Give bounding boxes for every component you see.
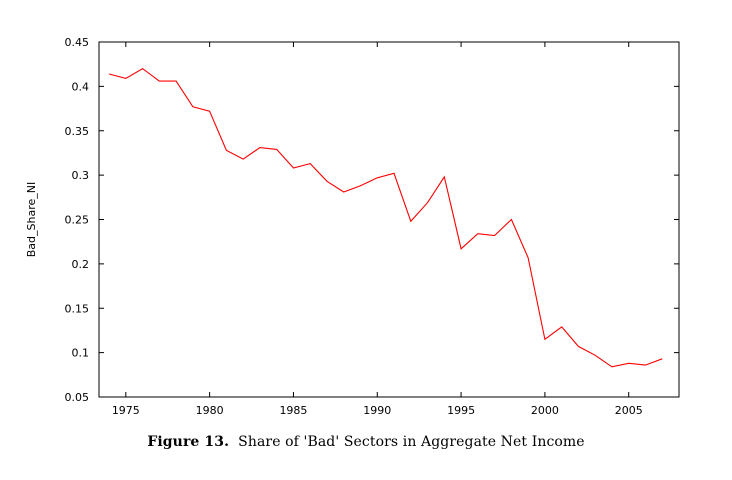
y-tick-label: 0.15: [65, 302, 90, 315]
y-tick-label: 0.25: [65, 214, 90, 227]
figure-caption-text: Share of 'Bad' Sectors in Aggregate Net …: [238, 434, 585, 450]
figure-caption: Figure 13. Share of 'Bad' Sectors in Agg…: [0, 434, 732, 450]
x-tick-label: 1980: [196, 404, 224, 417]
series-group: [108, 67, 663, 368]
x-tick-label: 1995: [447, 404, 475, 417]
y-tick-label: 0.1: [72, 347, 90, 360]
y-tick-label: 0.45: [65, 36, 90, 49]
y-tick-label: 0.05: [65, 391, 90, 404]
x-tick-label: 2000: [531, 404, 559, 417]
x-tick-label: 1975: [112, 404, 140, 417]
figure-label: Figure 13.: [147, 434, 230, 450]
y-tick-label: 0.2: [72, 258, 90, 271]
y-tick-label: 0.4: [72, 80, 90, 93]
y-tick-label: 0.35: [65, 125, 90, 138]
x-tick-label: 1985: [279, 404, 307, 417]
x-tick-label: 2005: [615, 404, 643, 417]
series-line: [108, 67, 663, 368]
x-axis: 1975 1980 1985 1990 1995 2000 2005: [112, 42, 643, 417]
y-axis-label: Bad_Share_NI: [25, 182, 38, 258]
x-tick-label: 1990: [363, 404, 391, 417]
y-axis: 0.05 0.1 0.15 0.2 0.25 0.3 0.35 0.4 0.45: [65, 36, 679, 404]
y-tick-label: 0.3: [72, 169, 90, 182]
